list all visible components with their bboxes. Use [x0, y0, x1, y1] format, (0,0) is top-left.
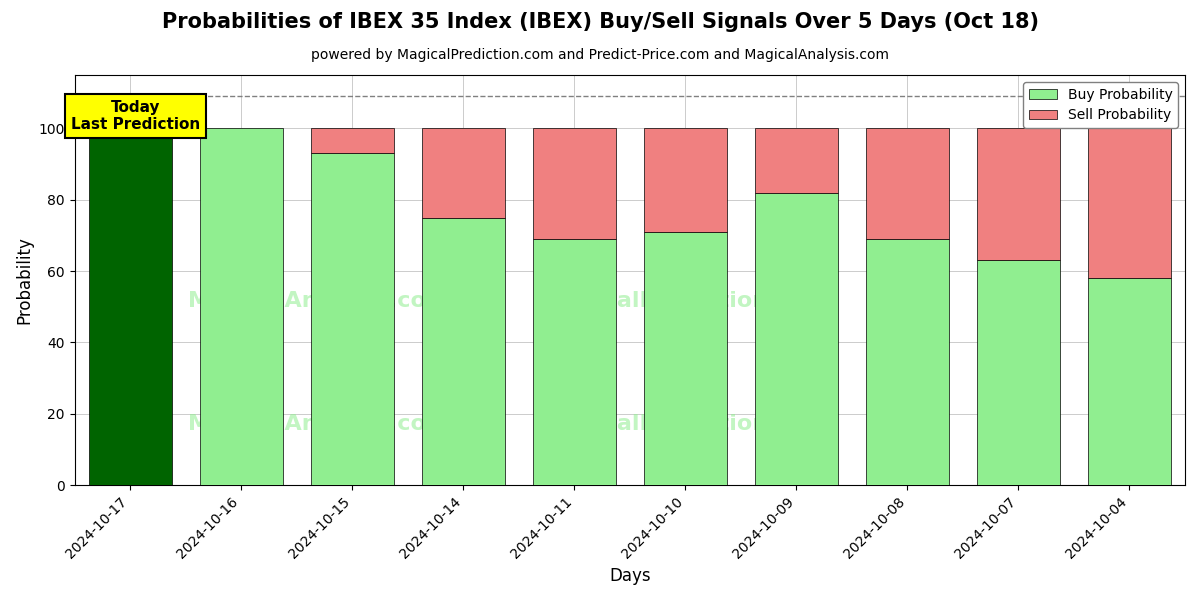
Bar — [643, 128, 727, 232]
Text: MagicalAnalysis.com: MagicalAnalysis.com — [188, 290, 450, 311]
Bar — [311, 128, 394, 154]
Bar — [1088, 278, 1171, 485]
Bar — [89, 128, 172, 485]
Bar — [1088, 128, 1171, 278]
Bar — [311, 154, 394, 485]
Bar — [865, 128, 949, 239]
Text: MagicalPrediction.com: MagicalPrediction.com — [542, 413, 828, 434]
Text: powered by MagicalPrediction.com and Predict-Price.com and MagicalAnalysis.com: powered by MagicalPrediction.com and Pre… — [311, 48, 889, 62]
Text: MagicalPrediction.com: MagicalPrediction.com — [542, 290, 828, 311]
Text: MagicalAnalysis.com: MagicalAnalysis.com — [188, 413, 450, 434]
Bar — [755, 128, 838, 193]
Bar — [421, 218, 505, 485]
Bar — [977, 128, 1060, 260]
Bar — [643, 232, 727, 485]
Text: Probabilities of IBEX 35 Index (IBEX) Buy/Sell Signals Over 5 Days (Oct 18): Probabilities of IBEX 35 Index (IBEX) Bu… — [162, 12, 1038, 32]
Bar — [865, 239, 949, 485]
Bar — [977, 260, 1060, 485]
X-axis label: Days: Days — [610, 567, 650, 585]
Bar — [755, 193, 838, 485]
Text: Today
Last Prediction: Today Last Prediction — [71, 100, 200, 133]
Y-axis label: Probability: Probability — [16, 236, 34, 324]
Bar — [533, 239, 616, 485]
Legend: Buy Probability, Sell Probability: Buy Probability, Sell Probability — [1024, 82, 1178, 128]
Bar — [533, 128, 616, 239]
Bar — [421, 128, 505, 218]
Bar — [199, 128, 283, 485]
